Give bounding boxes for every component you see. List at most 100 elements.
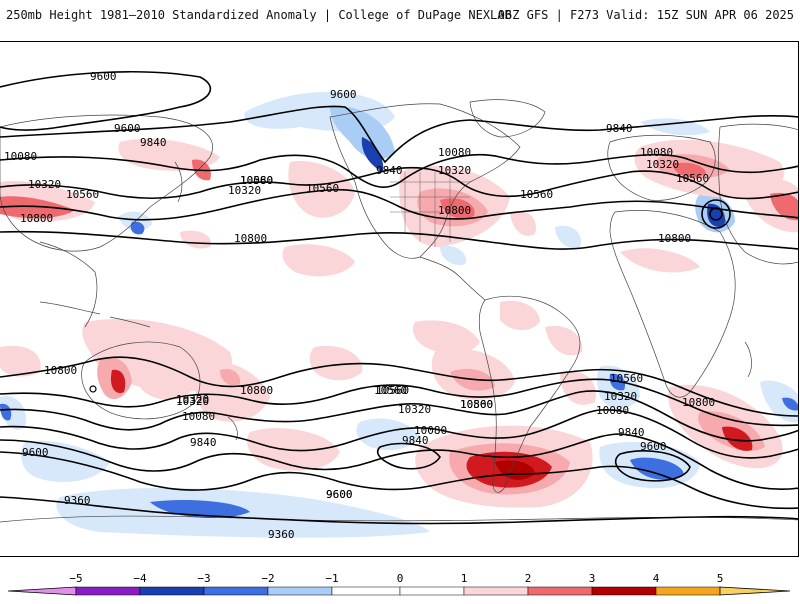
colorbar-tick-label: 1 [461, 572, 468, 585]
contour-label: 9600 [22, 446, 49, 459]
positive-anomaly-region [140, 364, 191, 400]
contour-label: 9600 [640, 440, 667, 453]
positive-anomaly-region [500, 300, 540, 331]
contour-label: 10800 [234, 232, 267, 245]
colorbar-tick-label: −2 [261, 572, 274, 585]
colorbar-tick-label: 2 [525, 572, 532, 585]
contour-9600-ring [376, 442, 441, 470]
positive-anomaly-region [510, 210, 536, 236]
north-america-outline [329, 103, 521, 259]
contour-label: 10080 [596, 404, 629, 417]
negative-anomaly-region [361, 137, 384, 172]
contour-label: 10320 [28, 178, 61, 191]
title-bar: 250mb Height 1981–2010 Standardized Anom… [0, 0, 800, 30]
contour-label: 10560 [376, 384, 409, 397]
australia-outline [81, 341, 201, 420]
contour-10560-south [0, 378, 798, 427]
positive-anomaly-region [220, 368, 241, 386]
colorbar-tick-label: −1 [325, 572, 338, 585]
colorbar-tick-label: 5 [717, 572, 724, 585]
negative-anomaly-region [760, 380, 798, 423]
contour-10080-south [0, 409, 798, 459]
us-state-lines [390, 172, 470, 247]
colorbar-segment [655, 586, 721, 596]
contour-low-europe-inner [709, 207, 723, 221]
contour-label: 9840 [618, 426, 645, 439]
colorbar-tick-label: 4 [653, 572, 660, 585]
model-run-info: 06Z GFS | F273 Valid: 15Z SUN APR 06 202… [497, 8, 794, 22]
contour-9600-north [0, 71, 212, 131]
contour-label: 9840 [606, 122, 633, 135]
contour-label: 10320 [438, 164, 471, 177]
contour-label: 10800 [44, 364, 77, 377]
contour-label: 9600 [90, 70, 117, 83]
negative-anomaly-region [330, 106, 395, 160]
colorbar-tick-label: 0 [397, 572, 404, 585]
contour-9840-north [0, 105, 798, 164]
colorbar-arrow-left [7, 586, 77, 596]
colorbar-segment [463, 586, 529, 596]
contour-10080-north [0, 153, 798, 188]
map-panel: 9600 9600 9600 9840 9840 10080 10080 103… [0, 41, 799, 557]
contour-label: 9840 [190, 436, 217, 449]
contour-label: 9600 [330, 88, 357, 101]
contour-label: 9840 [402, 434, 429, 447]
positive-anomaly-region [0, 345, 41, 377]
contour-10320-south [0, 390, 798, 442]
positive-anomaly-shading [0, 138, 798, 508]
contour-9600-south [0, 451, 798, 510]
contour-label: 10080 [4, 150, 37, 163]
positive-anomaly-region [620, 248, 700, 273]
colorbar-segment [527, 586, 593, 596]
central-america-outline [419, 256, 486, 301]
contour-label: 10800 [438, 204, 471, 217]
contour-label: 9600 [326, 488, 353, 501]
colorbar-segment [267, 586, 333, 596]
contour-label: 10800 [682, 396, 715, 409]
south-america-outline [478, 295, 581, 493]
contour-label: 10080 [414, 424, 447, 437]
contour-label: 10080 [240, 174, 273, 187]
contour-label: 10560 [374, 384, 407, 397]
asia-east-outline [718, 123, 798, 265]
contour-label: 10560 [66, 188, 99, 201]
contour-10800-south [0, 356, 798, 417]
colorbar-segment [139, 586, 205, 596]
colorbar-ticks: −5 −4 −3 −2 −1 0 1 2 3 4 5 [69, 572, 723, 585]
height-contours [0, 71, 798, 525]
contour-label: 10560 [520, 188, 553, 201]
contour-10320-north [0, 166, 798, 200]
positive-anomaly-region [672, 162, 706, 178]
colorbar-tick-label: −4 [133, 572, 147, 585]
anomaly-map: 9600 9600 9600 9840 9840 10080 10080 103… [0, 70, 798, 541]
positive-anomaly-region [180, 230, 211, 249]
colorbar-segment [75, 586, 141, 596]
contour-label: 10080 [182, 410, 215, 423]
contour-label: 10320 [604, 390, 637, 403]
contour-label: 10560 [306, 182, 339, 195]
contour-9360-south [0, 496, 798, 525]
contour-labels: 9600 9600 9600 9840 9840 10080 10080 103… [4, 70, 715, 541]
colorbar-graphic: −5 −4 −3 −2 −1 0 1 2 3 4 5 [7, 572, 791, 596]
colorbar-segment [399, 586, 465, 596]
positive-anomaly-region [560, 371, 596, 405]
positive-anomaly-region [740, 177, 798, 233]
positive-anomaly-region [309, 345, 363, 381]
negative-anomaly-region [21, 440, 110, 482]
contour-label: 10800 [460, 398, 493, 411]
asia-outline [0, 114, 213, 252]
positive-anomaly-region [412, 320, 480, 354]
negative-anomaly-region [630, 457, 684, 480]
madagascar-outline [744, 341, 752, 378]
contour-label: 9840 [140, 136, 167, 149]
contour-label: 9840 [376, 164, 403, 177]
greenland-outline [469, 99, 546, 138]
contour-label: 10800 [240, 384, 273, 397]
positive-anomaly-region [770, 192, 798, 221]
contour-label: 10560 [460, 398, 493, 411]
contour-label: 10560 [240, 174, 273, 187]
colorbar-segment [331, 586, 401, 596]
contour-small-low [89, 385, 97, 393]
colorbar-tick-label: 3 [589, 572, 596, 585]
contour-label: 10080 [640, 146, 673, 159]
